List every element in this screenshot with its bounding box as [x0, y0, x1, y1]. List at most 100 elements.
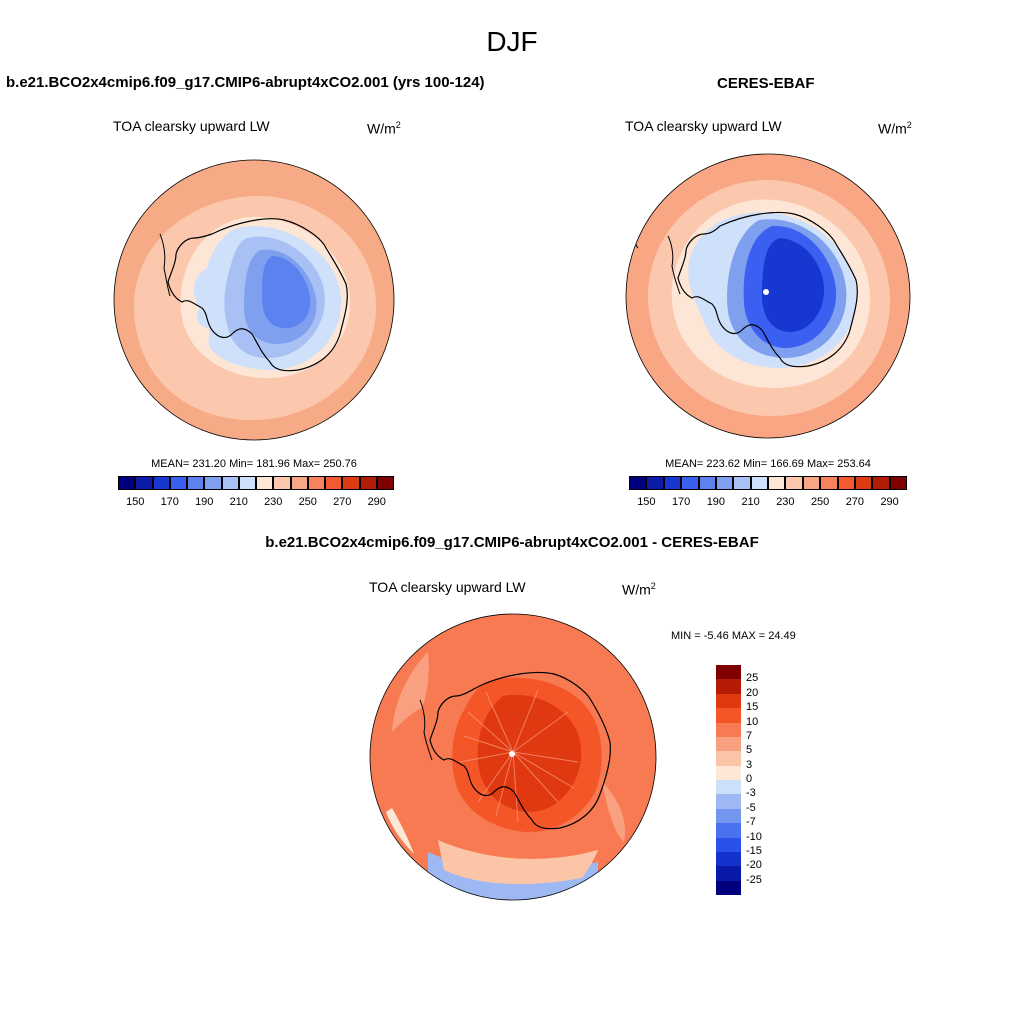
colorbar-swatch — [135, 476, 153, 490]
colorbar-tick-label: -5 — [746, 801, 756, 814]
colorbar-swatch — [359, 476, 377, 490]
colorbar-tick-label: 270 — [845, 496, 865, 508]
colorbar-tick-label: 230 — [776, 496, 795, 508]
colorbar-swatch — [733, 476, 751, 490]
model-variable-label: TOA clearsky upward LW — [113, 118, 270, 134]
model-units-label: W/m2 — [367, 120, 401, 137]
colorbar-tick-label: 250 — [810, 496, 830, 508]
obs-stats: MEAN= 223.62 Min= 166.69 Max= 253.64 — [665, 458, 871, 470]
obs-units-label: W/m2 — [878, 120, 912, 137]
colorbar-tick-label: 150 — [637, 496, 656, 508]
colorbar-swatch — [716, 665, 741, 680]
diff-colorbar-labels: 25 20 15 10 7 5 3 0 -3 -5 -7 -10 -15 -20 -25 — [746, 665, 786, 895]
colorbar-swatch — [802, 476, 821, 490]
colorbar-tick-label: 190 — [706, 496, 726, 508]
obs-polar-map — [625, 153, 911, 439]
colorbar-swatch — [716, 866, 741, 881]
colorbar-tick-label: 25 — [746, 672, 759, 685]
colorbar-swatch — [169, 476, 187, 490]
colorbar-swatch — [716, 851, 741, 867]
colorbar-swatch — [716, 679, 741, 694]
model-colorbar-labels: 150 170 190 210 230 250 270 290 — [118, 496, 394, 510]
colorbar-tick-label: 270 — [333, 496, 352, 508]
colorbar-tick-label: 15 — [746, 701, 759, 714]
colorbar-tick-label: -20 — [746, 859, 762, 872]
colorbar-swatch — [118, 476, 136, 490]
colorbar-tick-label: 0 — [746, 773, 753, 785]
colorbar-swatch — [716, 837, 741, 852]
colorbar-tick-label: 290 — [367, 496, 386, 508]
colorbar-swatch — [663, 476, 682, 490]
colorbar-tick-label: 3 — [746, 758, 753, 771]
colorbar-swatch — [889, 476, 907, 490]
colorbar-swatch — [716, 693, 741, 709]
colorbar-swatch — [187, 476, 205, 490]
colorbar-swatch — [204, 476, 222, 490]
colorbar-swatch — [681, 476, 699, 490]
colorbar-tick-label: 290 — [880, 496, 899, 508]
colorbar-swatch — [256, 476, 274, 490]
model-polar-map — [113, 159, 395, 441]
model-colorbar — [118, 476, 394, 490]
colorbar-swatch — [820, 476, 838, 490]
colorbar-swatch — [221, 476, 239, 490]
colorbar-tick-label: 190 — [195, 496, 214, 508]
colorbar-swatch — [837, 476, 855, 490]
colorbar-swatch — [698, 476, 716, 490]
diff-variable-label: TOA clearsky upward LW — [369, 579, 526, 595]
diff-units-label: W/m2 — [622, 581, 656, 598]
colorbar-tick-label: 170 — [160, 496, 179, 508]
colorbar-swatch — [716, 708, 741, 723]
colorbar-swatch — [750, 476, 768, 490]
diff-panel-title: b.e21.BCO2x4cmip6.f09_g17.CMIP6-abrupt4x… — [265, 534, 759, 551]
colorbar-swatch — [629, 476, 647, 490]
obs-variable-label: TOA clearsky upward LW — [625, 118, 782, 134]
colorbar-swatch — [716, 880, 741, 895]
colorbar-swatch — [716, 751, 741, 766]
colorbar-swatch — [290, 476, 308, 490]
colorbar-swatch — [325, 476, 343, 490]
diff-colorbar — [716, 665, 741, 895]
colorbar-tick-label: -25 — [746, 873, 762, 886]
colorbar-swatch — [376, 476, 394, 490]
colorbar-tick-label: 20 — [746, 686, 759, 699]
obs-panel-title: CERES-EBAF — [717, 75, 815, 92]
colorbar-swatch — [152, 476, 170, 490]
colorbar-swatch — [716, 794, 741, 809]
colorbar-swatch — [716, 808, 741, 824]
colorbar-tick-label: -3 — [746, 787, 756, 800]
colorbar-swatch — [716, 736, 741, 752]
colorbar-swatch — [872, 476, 890, 490]
colorbar-tick-label: 150 — [126, 496, 145, 508]
colorbar-tick-label: -15 — [746, 844, 762, 857]
colorbar-swatch — [307, 476, 325, 490]
model-panel-title: b.e21.BCO2x4cmip6.f09_g17.CMIP6-abrupt4x… — [6, 74, 485, 91]
model-stats: MEAN= 231.20 Min= 181.96 Max= 250.76 — [151, 458, 357, 470]
colorbar-tick-label: -7 — [746, 816, 756, 829]
colorbar-tick-label: 10 — [746, 715, 759, 728]
obs-colorbar-labels: 150 170 190 210 230 250 270 290 — [629, 496, 907, 510]
colorbar-swatch — [768, 476, 786, 490]
diff-polar-map — [369, 613, 657, 901]
diff-stats: MIN = -5.46 MAX = 24.49 — [671, 630, 796, 642]
colorbar-tick-label: 210 — [741, 496, 760, 508]
colorbar-swatch — [238, 476, 256, 490]
colorbar-swatch — [854, 476, 873, 490]
colorbar-swatch — [785, 476, 803, 490]
colorbar-tick-label: 7 — [746, 729, 753, 742]
colorbar-swatch — [342, 476, 360, 490]
colorbar-tick-label: -10 — [746, 830, 762, 843]
colorbar-tick-label: 170 — [671, 496, 691, 508]
colorbar-tick-label: 230 — [264, 496, 283, 508]
colorbar-swatch — [716, 780, 741, 795]
colorbar-tick-label: 5 — [746, 744, 753, 757]
colorbar-swatch — [715, 476, 734, 490]
colorbar-swatch — [646, 476, 664, 490]
colorbar-tick-label: 250 — [298, 496, 317, 508]
colorbar-tick-label: 210 — [229, 496, 248, 508]
colorbar-swatch — [716, 722, 741, 737]
obs-colorbar — [629, 476, 907, 490]
colorbar-swatch — [273, 476, 291, 490]
colorbar-swatch — [716, 823, 741, 838]
figure-title: DJF — [486, 26, 538, 57]
